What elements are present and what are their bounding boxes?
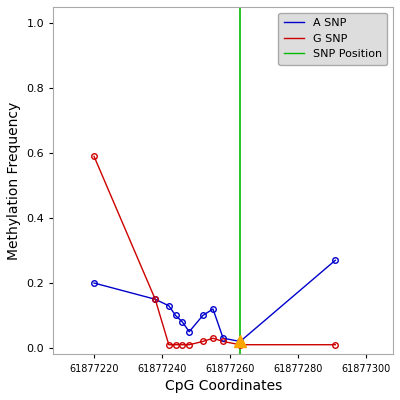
X-axis label: CpG Coordinates: CpG Coordinates xyxy=(164,379,282,393)
Y-axis label: Methylation Frequency: Methylation Frequency xyxy=(7,102,21,260)
Legend: A SNP, G SNP, SNP Position: A SNP, G SNP, SNP Position xyxy=(278,12,388,65)
